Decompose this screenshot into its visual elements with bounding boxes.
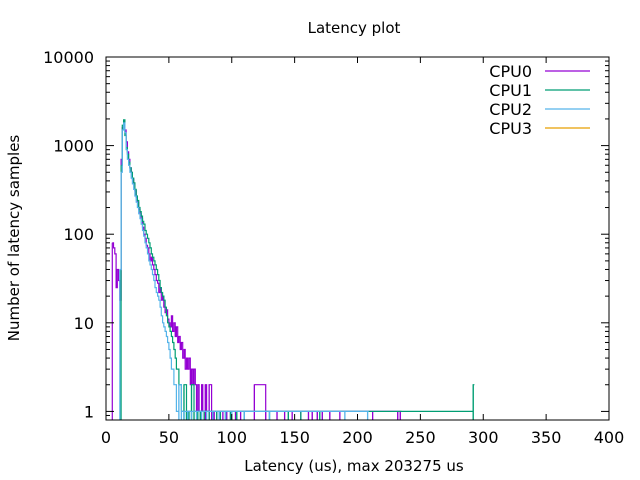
y-tick-label: 10 bbox=[74, 314, 94, 333]
x-tick-label: 350 bbox=[531, 428, 562, 447]
y-axis-label: Number of latency samples bbox=[5, 135, 23, 342]
x-tick-label: 0 bbox=[101, 428, 111, 447]
axes-group: 0 50 100 150 200 250 300 350 400 1 10 100 1000 10000 bbox=[43, 48, 624, 447]
x-tick-label: 300 bbox=[468, 428, 499, 447]
legend-label-cpu0: CPU0 bbox=[489, 62, 532, 81]
plot-area-border bbox=[105, 56, 610, 421]
y-tick-label: 1000 bbox=[53, 137, 94, 156]
x-tick-label: 50 bbox=[159, 428, 179, 447]
x-tick-label: 400 bbox=[594, 428, 625, 447]
x-tick-label: 250 bbox=[405, 428, 436, 447]
y-tick-label: 10000 bbox=[43, 48, 94, 67]
legend-label-cpu1: CPU1 bbox=[489, 81, 532, 100]
x-tick-label: 200 bbox=[342, 428, 373, 447]
x-tick-label: 100 bbox=[216, 428, 247, 447]
x-tick-label: 150 bbox=[279, 428, 310, 447]
plot-data-group bbox=[111, 119, 475, 420]
legend-label-cpu3: CPU3 bbox=[489, 119, 532, 138]
x-axis-label: Latency (us), max 203275 us bbox=[244, 457, 464, 475]
y-tick-label: 1 bbox=[84, 402, 94, 421]
series-line-cpu0 bbox=[112, 120, 402, 420]
legend-label-cpu2: CPU2 bbox=[489, 100, 532, 119]
y-tick-label: 100 bbox=[63, 225, 94, 244]
chart-title: Latency plot bbox=[308, 19, 401, 37]
